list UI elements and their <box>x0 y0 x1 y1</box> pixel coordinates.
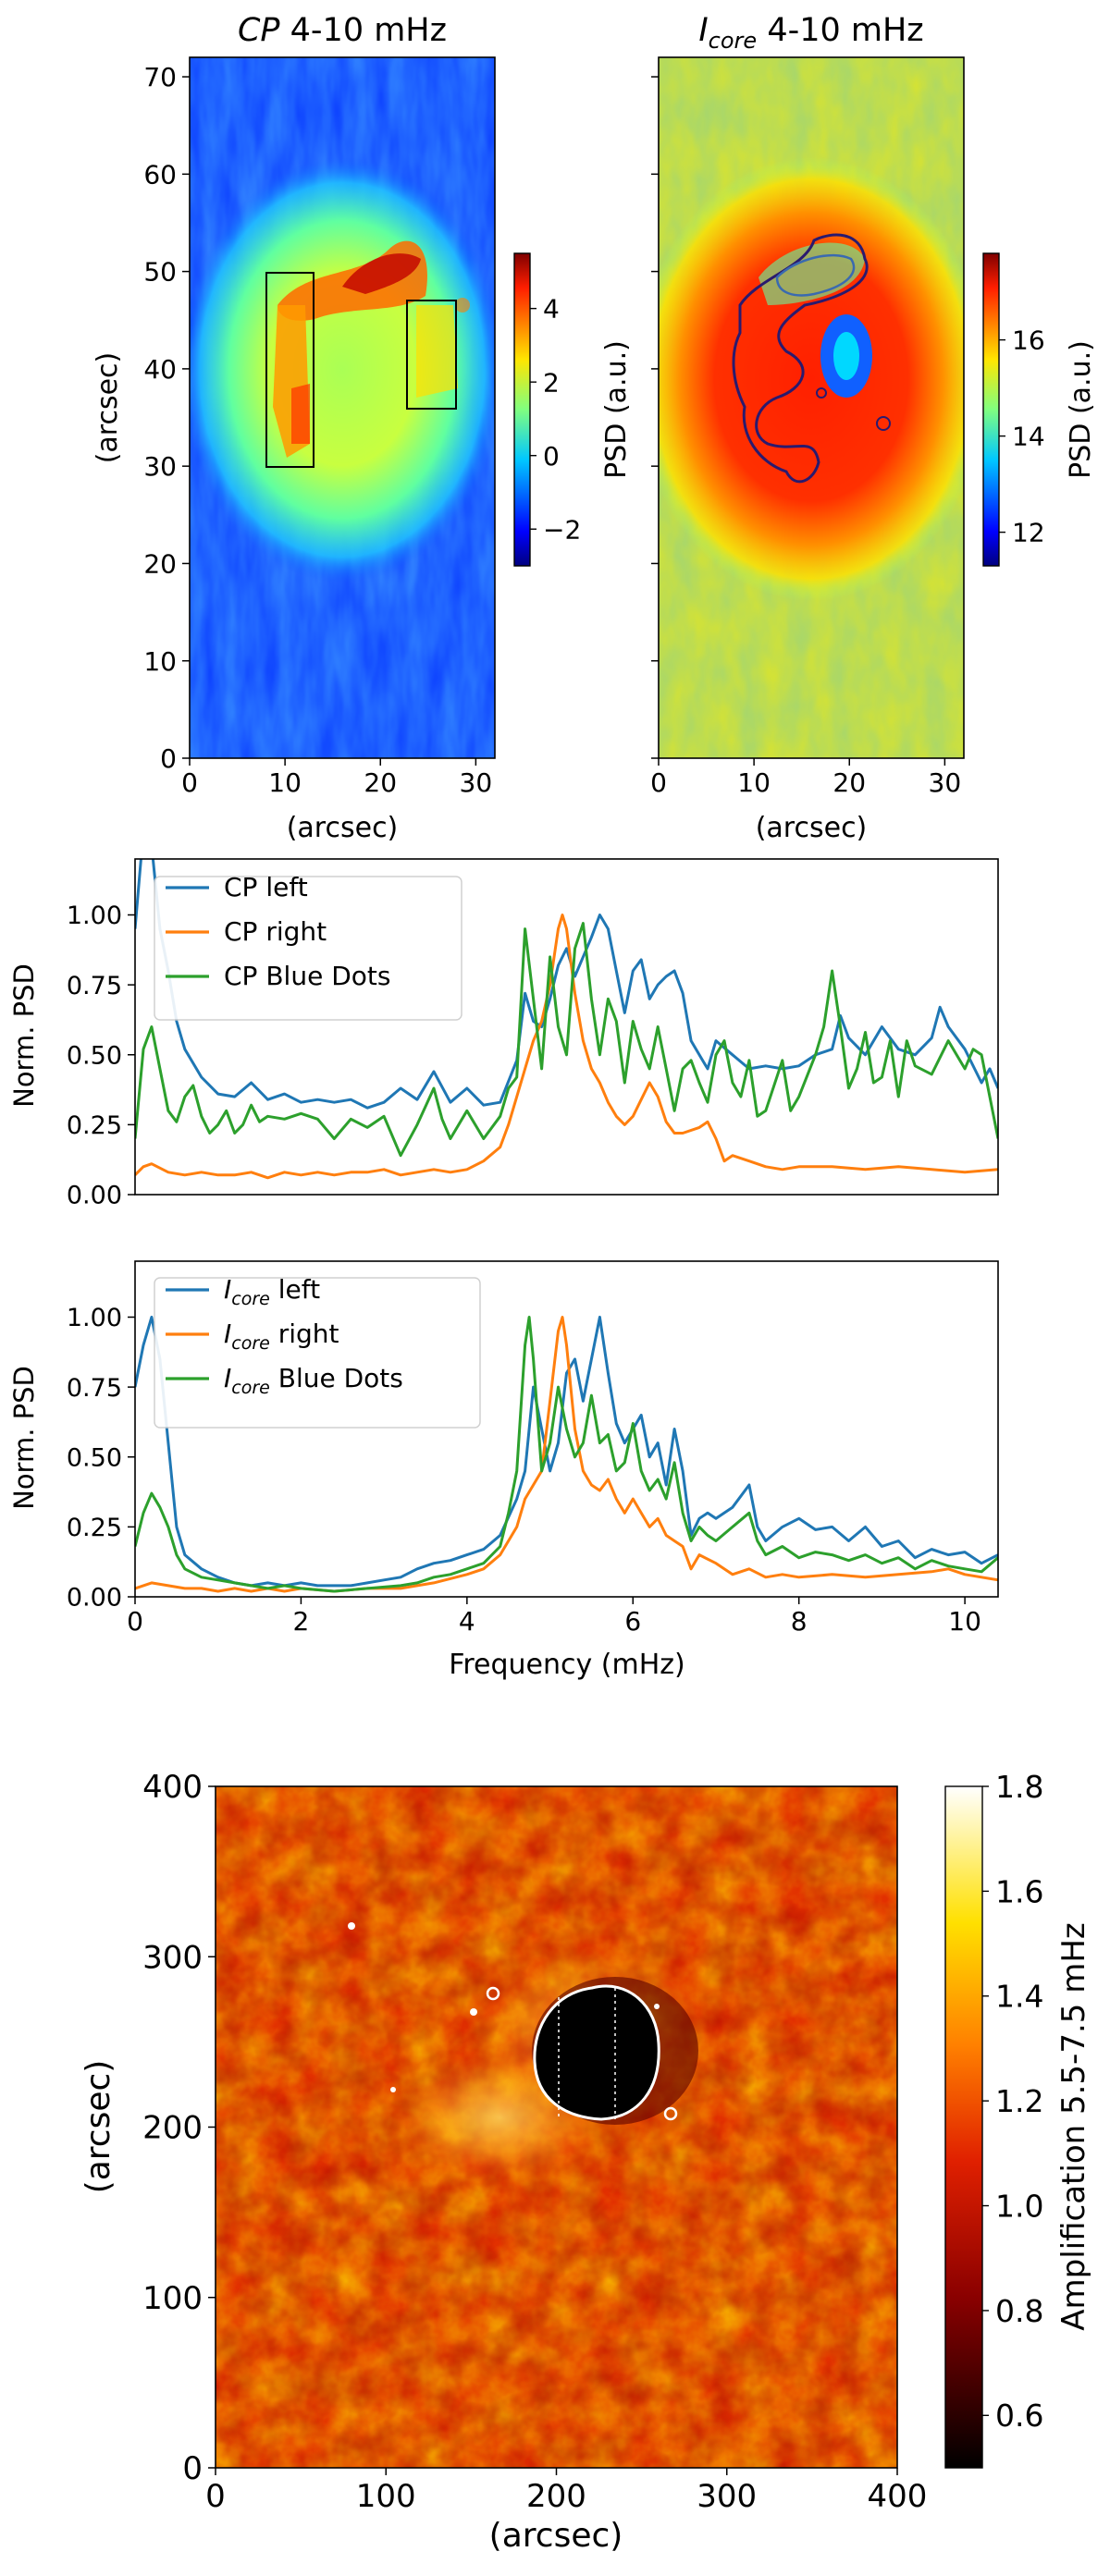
amplification-ylabel: (arcsec) <box>80 2060 117 2194</box>
cp-spectra-ytick-label: 0.00 <box>67 1182 122 1210</box>
amplification-colorbar-tick-label: 1.8 <box>995 1769 1043 1805</box>
cp-spectra-ylabel: Norm. PSD <box>8 963 40 1108</box>
cp-left-box <box>265 272 314 468</box>
icore-map-xlabel: (arcsec) <box>756 812 868 844</box>
cp-map-xtick-label: 20 <box>364 767 397 798</box>
amplification-colorbar-label: Amplification 5.5-7.5 mHz <box>1055 1922 1092 2331</box>
icore-spectra-legend-label: Icore right <box>224 1319 339 1354</box>
icore-map-panel: Icore 4-10 mHz 0 10 20 30 (arcsec) 12 14 16 P… <box>650 12 1097 844</box>
cp-colorbar-tick-label: 4 <box>543 294 560 325</box>
icore-spectra-xtick-label: 6 <box>624 1606 641 1637</box>
icore-spectra-ytick-label: 0.75 <box>67 1374 122 1403</box>
cp-colorbar-tick-label: 2 <box>543 367 560 398</box>
icore-spectra-xtick-label: 8 <box>791 1606 808 1637</box>
cp-colorbar-tick-label: 0 <box>543 441 560 472</box>
cp-map-ytick-label: 20 <box>143 549 177 580</box>
icore-spectra-ytick-label: 1.00 <box>67 1304 122 1332</box>
icore-colorbar-tick-label: 14 <box>1012 422 1045 452</box>
icore-map-title: Icore 4-10 mHz <box>698 12 923 54</box>
icore-map-xtick-label: 10 <box>737 767 771 798</box>
icore-colorbar <box>982 252 1000 567</box>
icore-colorbar-tick-label: 12 <box>1012 518 1045 548</box>
cp-right-box <box>406 300 457 410</box>
cp-map-ytick-label: 60 <box>143 159 177 190</box>
cp-spectra-ytick-label: 1.00 <box>67 902 122 930</box>
amplification-colorbar-tick-label: 0.8 <box>995 2293 1043 2329</box>
amplification-colorbar-tick-label: 0.6 <box>995 2398 1043 2434</box>
icore-spectra-series-1 <box>135 1316 998 1593</box>
cp-map-title: CP 4-10 mHz <box>238 12 447 49</box>
icore-spectra-xtick-label: 10 <box>948 1606 981 1637</box>
icore-colorbar-tick-label: 16 <box>1012 325 1045 356</box>
amplification-xtick-label: 100 <box>356 2478 416 2515</box>
amplification-xlabel: (arcsec) <box>489 2517 623 2555</box>
cp-colorbar-label: PSD (a.u.) <box>600 340 633 479</box>
cp-spectra-legend: CP left CP right CP Blue Dots <box>154 872 462 1021</box>
icore-map-xtick-label: 20 <box>832 767 866 798</box>
cp-colorbar <box>513 252 531 567</box>
cp-colorbar-tick-label: −2 <box>543 514 581 545</box>
icore-map-image <box>659 57 964 758</box>
cp-map-xtick-label: 0 <box>181 767 198 798</box>
amplification-xtick-label: 400 <box>868 2478 928 2515</box>
amplification-colorbar <box>944 1785 983 2469</box>
cp-spectra-panel: 0.000.250.500.751.00 Norm. PSD CP leftCP… <box>8 858 999 1210</box>
amplification-map-panel: 0 100 200 300 400 0 100 200 300 400 (arcsec) (arc… <box>80 1769 1092 2555</box>
cp-map-ytick-label: 0 <box>160 743 177 774</box>
icore-spectra-legend: Icore left Icore right Icore Blue Dots <box>154 1274 481 1429</box>
icore-map-xtick-label: 0 <box>650 767 667 798</box>
cp-map-ytick-label: 40 <box>143 354 177 385</box>
icore-colorbar-label: PSD (a.u.) <box>1065 340 1097 479</box>
cp-spectra-ytick-label: 0.25 <box>67 1111 122 1140</box>
icore-spectra-legend-label: Icore Blue Dots <box>224 1363 403 1398</box>
cp-spectra-series-0 <box>135 859 998 1110</box>
amplification-ytick-label: 0 <box>182 2450 203 2487</box>
cp-map-ylabel: (arcsec) <box>92 352 124 464</box>
cp-spectra-legend-label: CP Blue Dots <box>224 961 390 991</box>
cp-spectra-ytick-label: 0.75 <box>67 972 122 1000</box>
cp-map-xtick-label: 10 <box>268 767 302 798</box>
amplification-colorbar-tick-label: 1.6 <box>995 1873 1043 1909</box>
icore-spectra-ytick-label: 0.25 <box>67 1514 122 1542</box>
cp-map-xtick-label: 30 <box>460 767 493 798</box>
amplification-map-image <box>216 1786 897 2468</box>
amplification-ytick-label: 100 <box>142 2280 203 2317</box>
amplification-ytick-label: 200 <box>142 2110 203 2147</box>
cp-spectra-series-2 <box>135 922 998 1158</box>
amplification-colorbar-tick-label: 1.0 <box>995 2188 1043 2224</box>
icore-spectra-xtick-label: 0 <box>127 1606 143 1637</box>
cp-map-ytick-label: 50 <box>143 257 177 288</box>
icore-map-xtick-label: 30 <box>929 767 962 798</box>
cp-spectra-series-1 <box>135 914 998 1180</box>
cp-map-ytick-label: 30 <box>143 451 177 482</box>
icore-spectra-legend-label: Icore left <box>224 1274 320 1309</box>
amplification-colorbar-tick-label: 1.4 <box>995 1979 1043 2015</box>
icore-spectra-xlabel: Frequency (mHz) <box>449 1649 684 1681</box>
amplification-ytick-label: 400 <box>142 1769 203 1806</box>
icore-spectra-ytick-label: 0.00 <box>67 1584 122 1613</box>
cp-map-ytick-label: 70 <box>143 62 177 92</box>
amplification-xtick-label: 200 <box>526 2478 586 2515</box>
icore-spectra-xtick-label: 4 <box>459 1606 475 1637</box>
cp-spectra-ytick-label: 0.50 <box>67 1041 122 1070</box>
cp-map-ytick-label: 10 <box>143 646 177 677</box>
icore-spectra-ylabel: Norm. PSD <box>8 1366 40 1510</box>
cp-spectra-legend-label: CP right <box>224 916 327 947</box>
amplification-xtick-label: 0 <box>205 2478 226 2515</box>
icore-contour-inner <box>775 253 856 297</box>
icore-spectra-series-0 <box>135 1316 998 1588</box>
icore-spectra-ytick-label: 0.50 <box>67 1443 122 1472</box>
amplification-colorbar-tick-label: 1.2 <box>995 2083 1043 2119</box>
amplification-ytick-label: 300 <box>142 1939 203 1976</box>
icore-spectra-xtick-label: 2 <box>293 1606 310 1637</box>
cp-map-xlabel: (arcsec) <box>287 812 399 844</box>
amplification-xtick-label: 300 <box>697 2478 757 2515</box>
icore-spectra-panel: 0.00 0.25 0.50 0.75 1.00 0 2 4 6 8 10 Norm. PSD Fr… <box>8 1260 999 1681</box>
icore-spectra-series-2 <box>135 1316 998 1593</box>
icore-contour-outer <box>732 233 869 484</box>
cp-spectra-legend-label: CP left <box>224 872 308 902</box>
